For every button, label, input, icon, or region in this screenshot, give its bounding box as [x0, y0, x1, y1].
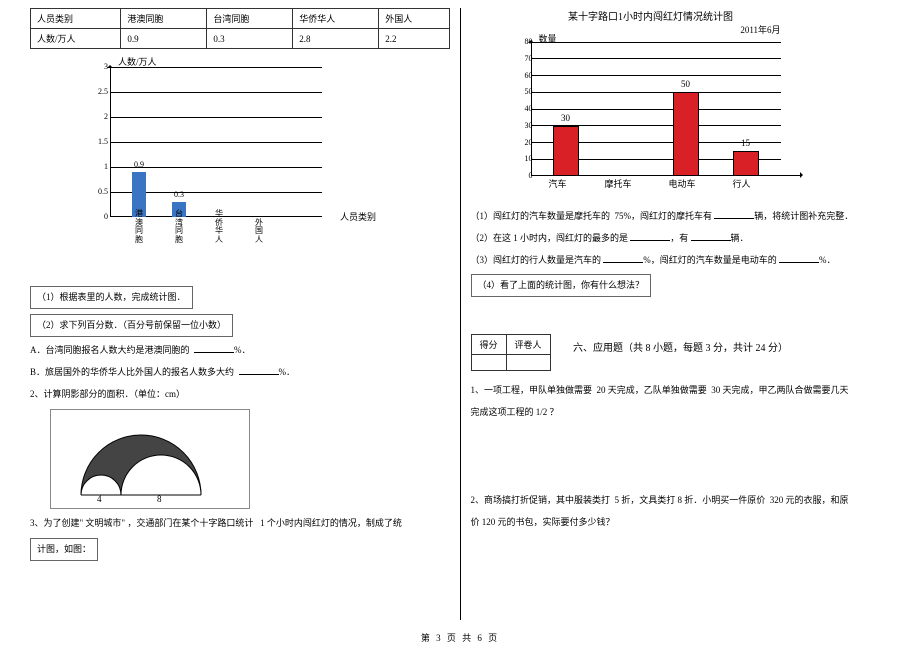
right-column: 某十字路口1小时内闯红灯情况统计图 2011年6月 数量 0 10 20 30: [461, 8, 901, 620]
th-hk: 港澳同胞: [121, 9, 207, 29]
ytick: 0.5: [88, 187, 108, 196]
grader-label: 评卷人: [506, 335, 550, 355]
blank[interactable]: [194, 343, 234, 353]
xlabel-car: 汽车: [549, 177, 567, 190]
r3: （3）闯红灯的行人数量是汽车的 %，闯红灯的汽车数量是电动车的 %．: [471, 252, 891, 269]
bar-ebike: [673, 92, 699, 176]
q1-B: B．旅居国外的华侨华人比外国人的报名人数多大约 %．: [30, 364, 450, 381]
r-large-label: 8: [157, 494, 162, 504]
row-label: 人数/万人: [31, 29, 121, 49]
blank[interactable]: [239, 365, 279, 375]
ytick: 3: [88, 62, 108, 71]
gridline: [110, 117, 322, 118]
ytick: 0: [88, 212, 108, 221]
ytick: 1.5: [88, 137, 108, 146]
q3: 3、为了创建" 文明城市" ，交通部门在某个十字路口统计 1 个小时内闯红灯的情…: [30, 515, 450, 532]
xlabel-tw: 台 湾 同 胞: [173, 210, 185, 245]
bar-ped: [733, 151, 759, 176]
th-oc: 华侨华人: [293, 9, 379, 29]
gridline: [110, 142, 322, 143]
app-q2: 2、商场搞打折促销，其中服装类打 5 折，文具类打 8 折．小明买一件原价 32…: [471, 492, 891, 509]
bar-hk-label: 0.9: [124, 160, 154, 169]
score-row: 得分 评卷人 六、应用题（共 8 小题，每题 3 分，共计 24 分）: [471, 320, 891, 377]
th-tw: 台湾同胞: [207, 9, 293, 29]
xlabel-moto: 摩托车: [605, 177, 632, 190]
section-6-title: 六、应用题（共 8 小题，每题 3 分，共计 24 分）: [573, 339, 788, 354]
cell-fr: 2.2: [379, 29, 449, 49]
bar-ebike-label: 50: [673, 79, 699, 89]
gridline: [110, 67, 322, 68]
blank[interactable]: [691, 231, 731, 241]
xlabel-oc: 华 侨 华 人: [213, 210, 225, 245]
r1: （1）闯红灯的汽车数量是摩托车的 75%，闯红灯的摩托车有 辆，将统计图补充完整…: [471, 208, 891, 225]
xlabel-fr: 外 国 人: [253, 219, 265, 245]
xlabel-ebike: 电动车: [669, 177, 696, 190]
app-q1: 1、一项工程，甲队单独做需要 20 天完成，乙队单独做需要 30 天完成，甲乙两…: [471, 382, 891, 399]
population-bar-chart: 人数/万人 人员类别 0 0.5 1 1.5 2 2.5 3 0.9 0.3 港…: [70, 57, 370, 237]
r-small-label: 4: [97, 494, 102, 504]
chart2-ylabel: 数量: [539, 32, 557, 45]
chart2-title: 某十字路口1小时内闯红灯情况统计图: [491, 8, 811, 23]
ytick: 1: [88, 162, 108, 171]
app-q2-l2: 价 120 元的书包，实际要付多少钱？: [471, 514, 891, 531]
bar-car: [553, 126, 579, 176]
q1-A: A．台湾同胞报名人数大约是港澳同胞的 %．: [30, 342, 450, 359]
shaded-shape: 4 8: [50, 409, 250, 509]
xlabel-ped: 行人: [733, 177, 751, 190]
bar-tw-label: 0.3: [164, 190, 194, 199]
th-category: 人员类别: [31, 9, 121, 29]
th-fr: 外国人: [379, 9, 449, 29]
cell-oc: 2.8: [293, 29, 379, 49]
cell-tw: 0.3: [207, 29, 293, 49]
q3-line2: 计图，如图：: [30, 538, 450, 561]
app-q1-l2: 完成这项工程的 1/2 ？: [471, 404, 891, 421]
blank[interactable]: [603, 253, 643, 263]
blank[interactable]: [714, 209, 754, 219]
bar-car-label: 30: [553, 113, 579, 123]
bar-ped-label: 15: [733, 138, 759, 148]
q2-title: 2、计算阴影部分的面积．（单位：cm）: [30, 386, 450, 403]
r2: （2）在这 1 小时内，闯红灯的最多的是 ，有 辆．: [471, 230, 891, 247]
xlabel-hk: 港 澳 同 胞: [133, 210, 145, 245]
score-label: 得分: [471, 335, 506, 355]
chart1-y-axis: [110, 67, 111, 217]
q1-1: （1）根据表里的人数，完成统计图．: [30, 286, 450, 309]
chart1-xlabel: 人员类别: [340, 210, 376, 223]
cell-hk: 0.9: [121, 29, 207, 49]
q1-2: （2）求下列百分数．（百分号前保留一位小数）: [30, 314, 450, 337]
ytick: 2.5: [88, 87, 108, 96]
r4: （4）看了上面的统计图，你有什么想法？: [471, 274, 891, 297]
population-table: 人员类别 港澳同胞 台湾同胞 华侨华人 外国人 人数/万人 0.9 0.3 2.…: [30, 8, 450, 49]
ytick: 2: [88, 112, 108, 121]
blank[interactable]: [779, 253, 819, 263]
page-footer: 第 3 页 共 6 页: [0, 631, 920, 644]
gridline: [110, 92, 322, 93]
blank[interactable]: [630, 231, 670, 241]
left-column: 人员类别 港澳同胞 台湾同胞 华侨华人 外国人 人数/万人 0.9 0.3 2.…: [20, 8, 461, 620]
traffic-bar-chart: 某十字路口1小时内闯红灯情况统计图 2011年6月 数量 0 10 20 30: [491, 8, 811, 198]
